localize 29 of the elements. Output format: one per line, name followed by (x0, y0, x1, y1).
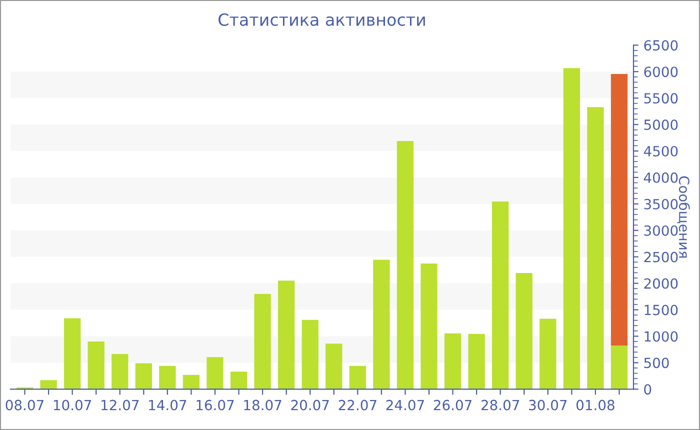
x-tick-label: 22.07 (338, 400, 376, 410)
x-tick-label: 26.07 (434, 400, 472, 410)
y-tick-label: 1000 (644, 331, 678, 342)
x-tick-label: 16.07 (196, 400, 234, 410)
y-tick-label: 3000 (644, 225, 678, 236)
x-tick-label: 20.07 (291, 400, 329, 410)
y-tick-label: 3500 (644, 198, 678, 210)
y-tick-label: 4000 (644, 172, 678, 183)
y-axis-title: Сообщения (677, 176, 690, 258)
y-tick-label: 0 (644, 384, 652, 395)
y-tick-label: 1500 (644, 304, 678, 316)
y-tick-label: 500 (644, 358, 669, 368)
x-tick-label: 28.07 (481, 400, 520, 410)
x-tick-label: 08.07 (6, 400, 44, 410)
x-tick-label: 12.07 (102, 400, 139, 410)
chart-title: Статистика активности (218, 13, 425, 26)
y-tick-label: 2000 (644, 278, 678, 289)
y-tick-label: 5000 (644, 120, 678, 130)
x-tick-label: 24.07 (386, 400, 424, 410)
y-tick-label: 6500 (644, 40, 678, 51)
x-tick-label: 14.07 (149, 400, 186, 410)
y-tick-label: 5500 (644, 93, 678, 104)
y-tick-label: 6000 (644, 66, 678, 78)
y-tick-label: 4500 (644, 146, 678, 156)
x-tick-label: 10.07 (54, 400, 92, 410)
x-tick-label: 01.08 (576, 400, 614, 410)
x-tick-label: 30.07 (529, 400, 567, 410)
y-tick-label: 2500 (644, 252, 678, 262)
x-tick-label: 18.07 (244, 400, 282, 410)
